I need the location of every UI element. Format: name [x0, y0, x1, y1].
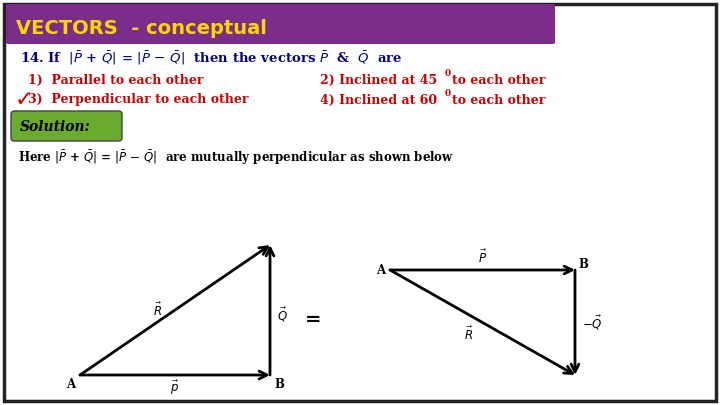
Text: 0: 0	[445, 90, 451, 98]
Text: $\vec{R}$: $\vec{R}$	[464, 326, 474, 343]
Text: 3)  Perpendicular to each other: 3) Perpendicular to each other	[28, 94, 248, 107]
Text: $\vec{P}$: $\vec{P}$	[477, 249, 487, 266]
Text: Solution:: Solution:	[20, 120, 91, 134]
Text: 2) Inclined at 45: 2) Inclined at 45	[320, 73, 437, 87]
Text: 14. If  $|\bar{P}$ + $\bar{Q}|$ = $|\bar{P}$ $-$ $\bar{Q}|$  then the vectors $\: 14. If $|\bar{P}$ + $\bar{Q}|$ = $|\bar{…	[20, 49, 402, 67]
FancyBboxPatch shape	[6, 4, 555, 44]
Text: to each other: to each other	[452, 94, 545, 107]
Text: =: =	[305, 311, 322, 329]
Text: A: A	[376, 264, 385, 277]
Text: VECTORS  - conceptual: VECTORS - conceptual	[16, 19, 267, 38]
Text: ✓: ✓	[15, 90, 34, 110]
Text: 0: 0	[445, 70, 451, 79]
FancyBboxPatch shape	[4, 4, 716, 401]
Text: $-\vec{Q}$: $-\vec{Q}$	[582, 313, 603, 332]
Text: Here $|\bar{P}$ + $\bar{Q}|$ = $|\bar{P}$ $-$ $\bar{Q}|$  are mutually perpendic: Here $|\bar{P}$ + $\bar{Q}|$ = $|\bar{P}…	[18, 149, 454, 167]
Text: 4) Inclined at 60: 4) Inclined at 60	[320, 94, 437, 107]
Text: $\vec{p}$: $\vec{p}$	[170, 379, 179, 397]
FancyBboxPatch shape	[11, 111, 122, 141]
Text: B: B	[274, 379, 284, 392]
Text: $\vec{R}$: $\vec{R}$	[153, 301, 162, 318]
Text: 1)  Parallel to each other: 1) Parallel to each other	[28, 73, 204, 87]
Text: $\vec{Q}$: $\vec{Q}$	[277, 306, 288, 324]
Text: A: A	[66, 379, 75, 392]
Text: B: B	[578, 258, 588, 271]
Text: to each other: to each other	[452, 73, 545, 87]
